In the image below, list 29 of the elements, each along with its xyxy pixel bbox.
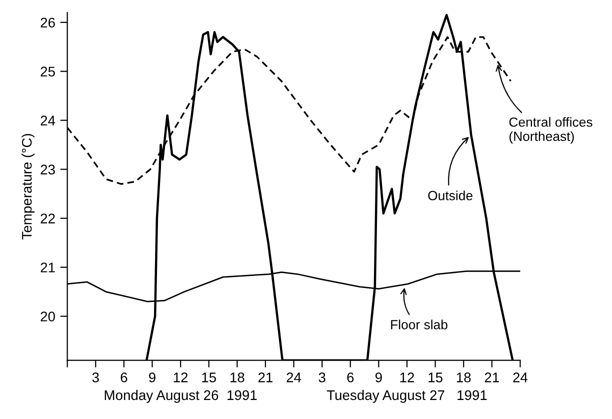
x-tick-label: 6 bbox=[347, 372, 354, 382]
x-tick-label: 9 bbox=[375, 372, 382, 382]
x-tick-label: 3 bbox=[318, 372, 326, 382]
x-tick-label: 6 bbox=[120, 372, 128, 382]
x-tick-label: 15 bbox=[202, 372, 216, 382]
x-tick-label: 12 bbox=[174, 372, 188, 382]
x-tick-label: 12 bbox=[400, 372, 414, 382]
annotation: Central offices (Northeast) bbox=[509, 117, 592, 144]
y-tick-label: 22 bbox=[40, 214, 55, 224]
y-tick-label: 20 bbox=[40, 312, 55, 322]
annotation: Floor slab bbox=[391, 320, 448, 330]
x-tick-label: 3 bbox=[92, 372, 99, 382]
y-tick-label: 24 bbox=[40, 116, 56, 126]
y-axis-title: Temperature (°C) bbox=[22, 134, 35, 240]
y-tick-label: 23 bbox=[40, 164, 55, 174]
x-tick-label: 18 bbox=[230, 372, 244, 382]
x-tick-label: 24 bbox=[513, 372, 528, 382]
text: Tuesday August 27 1991 bbox=[326, 390, 487, 403]
text: Monday August 26 1991 bbox=[104, 390, 257, 403]
y-tick-label: 26 bbox=[40, 18, 55, 28]
y-tick-label: 25 bbox=[40, 66, 55, 77]
y-tick-label: 21 bbox=[40, 262, 55, 272]
x-tick-label: 21 bbox=[484, 372, 499, 382]
x-tick-label: 15 bbox=[428, 372, 442, 382]
x-tick-label: 9 bbox=[149, 372, 156, 382]
annotation: Outside bbox=[428, 190, 472, 200]
x-tick-label: 24 bbox=[286, 372, 302, 382]
x-tick-label: 21 bbox=[258, 372, 272, 382]
x-tick-label: 18 bbox=[456, 372, 471, 382]
